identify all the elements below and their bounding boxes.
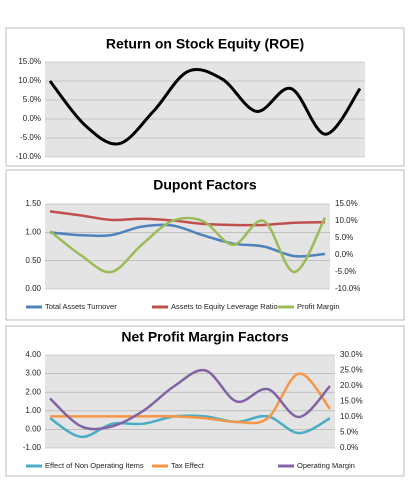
y-tick-label: 0.50 [25,256,41,265]
y2-tick-label: 0.0% [335,250,353,259]
y-tick-label: -1.00 [23,443,42,452]
legend-label: Operating Margin [297,461,355,470]
series-line [49,223,326,258]
y2-tick-label: 15.0% [340,397,363,406]
legend-label: Tax Effect [171,461,205,470]
y-tick-label: 1.50 [25,199,41,208]
y2-tick-label: 5.0% [335,233,353,242]
y-tick-label: 10.0% [18,76,41,85]
y2-tick-label: 0.0% [340,443,358,452]
y2-tick-label: 25.0% [340,366,363,375]
y-tick-label: 1.00 [25,227,41,236]
y-tick-label: 5.0% [23,95,41,104]
y2-tick-label: -10.0% [335,284,360,293]
y2-tick-label: 5.0% [340,428,358,437]
y2-tick-label: 30.0% [340,350,363,359]
legend-label: Assets to Equity Leverage Ratio [171,302,278,311]
y-tick-label: 0.00 [25,284,41,293]
y-tick-label: 15.0% [18,57,41,66]
legend-label: Effect of Non Operating Items [45,461,144,470]
y2-tick-label: -5.0% [335,267,356,276]
y-tick-label: 0.0% [23,114,41,123]
plot-area [45,355,335,448]
legend-label: Total Assets Turnover [45,302,117,311]
y2-tick-label: 20.0% [340,381,363,390]
series-line [49,210,326,227]
chart-title: Dupont Factors [153,177,257,193]
chart-title: Net Profit Margin Factors [121,329,288,345]
y-tick-label: 1.00 [25,406,41,415]
y2-tick-label: 15.0% [335,199,358,208]
y-tick-label: -10.0% [16,152,41,161]
series-line [49,368,331,431]
y-tick-label: 2.00 [25,387,41,396]
series-line [48,67,362,146]
series-line [49,372,331,425]
chart-title: Return on Stock Equity (ROE) [106,36,304,52]
plot-area [45,62,365,157]
legend-label: Profit Margin [297,302,340,311]
y2-tick-label: 10.0% [340,412,363,421]
y-tick-label: 0.00 [25,425,41,434]
y-tick-label: -5.0% [20,133,41,142]
y-tick-label: 4.00 [25,350,41,359]
y-tick-label: 3.00 [25,369,41,378]
series-line [49,414,331,439]
series-line [49,216,327,274]
y2-tick-label: 10.0% [335,216,358,225]
